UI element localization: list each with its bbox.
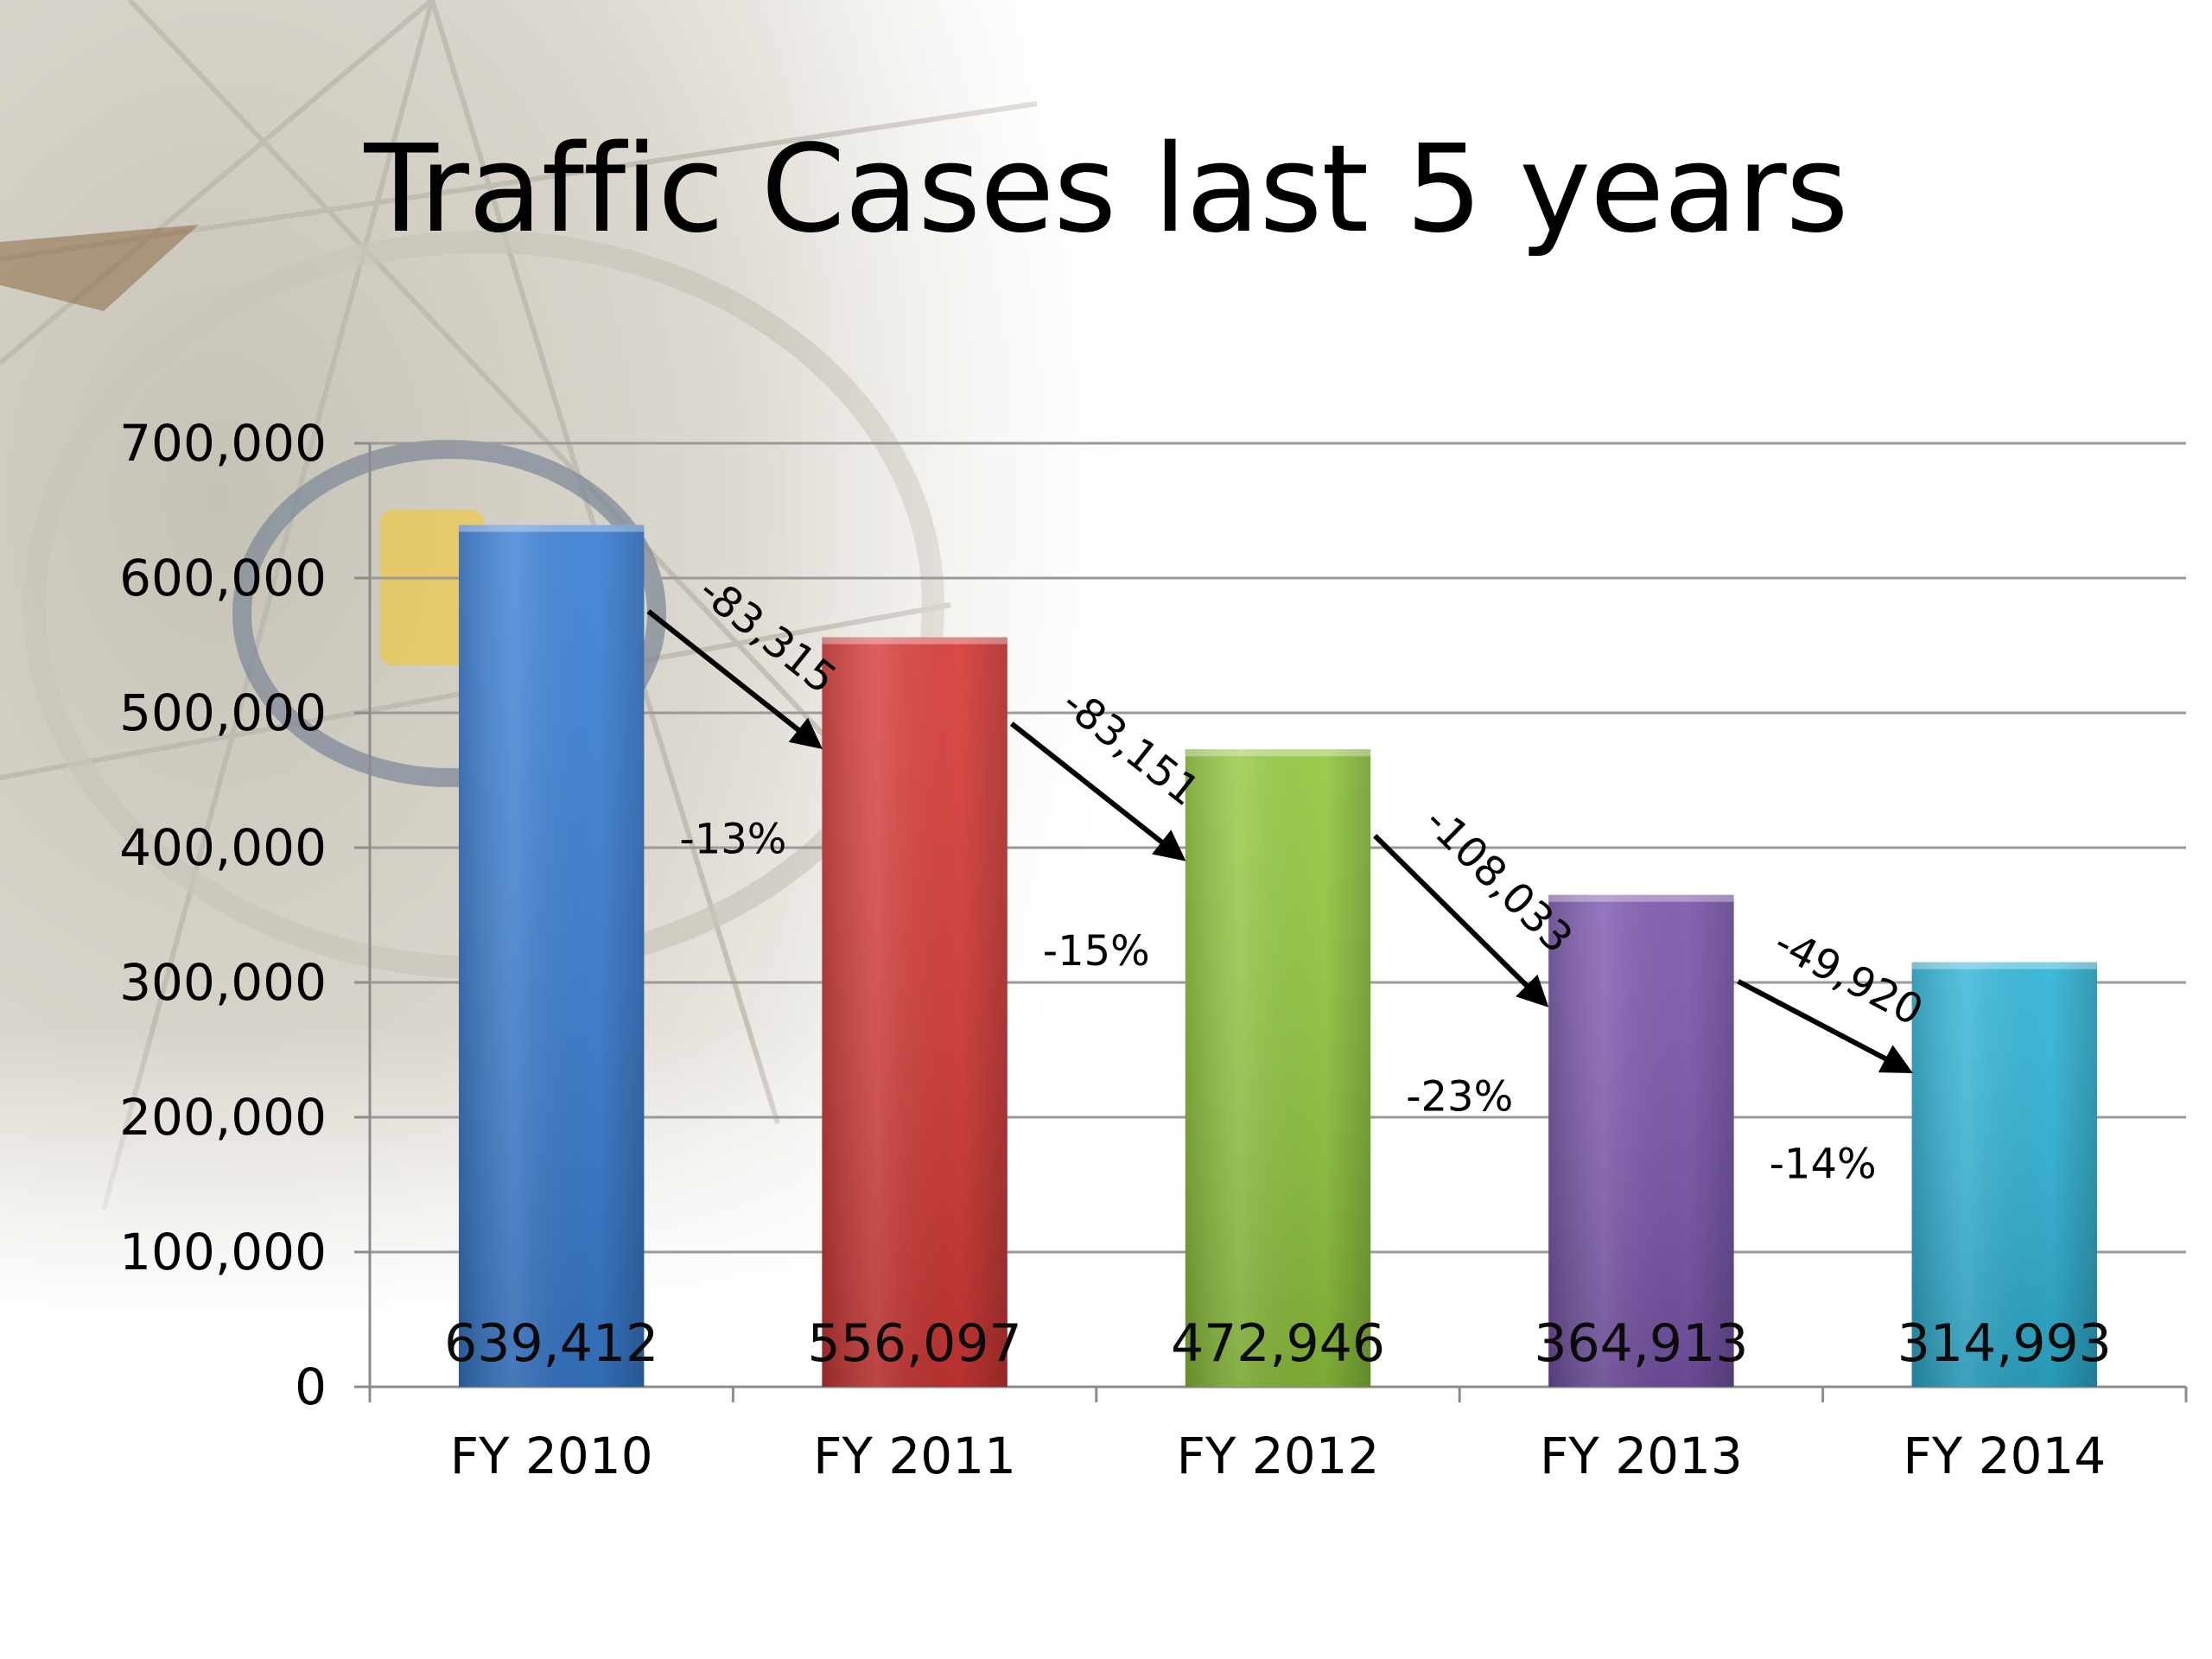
change-percent-label: -13% (679, 815, 786, 863)
bar-value-label: 472,946 (1171, 1313, 1385, 1374)
y-tick-label: 600,000 (119, 549, 327, 607)
x-tick-label: FY 2013 (1540, 1427, 1743, 1485)
change-arrow (1737, 979, 1913, 1073)
change-arrow (1373, 834, 1549, 1007)
y-tick-label: 500,000 (119, 683, 327, 742)
x-tick-label: FY 2011 (813, 1427, 1016, 1485)
slide-title: Traffic Cases last 5 years (364, 119, 1848, 260)
bar-shading (1548, 894, 1734, 1387)
bar-top-highlight (1911, 962, 2098, 969)
y-tick-label: 700,000 (119, 414, 327, 473)
change-value-label: -83,151 (1052, 678, 1208, 816)
bar-top-highlight (822, 637, 1007, 645)
bar-shading (458, 524, 645, 1387)
bar-shading (822, 637, 1007, 1387)
x-tick-label: FY 2010 (450, 1427, 653, 1485)
y-tick-label: 200,000 (119, 1088, 327, 1147)
change-arrow (1009, 721, 1186, 861)
change-value-label: -108,033 (1415, 798, 1582, 963)
y-tick-label: 100,000 (119, 1223, 327, 1281)
axes: 0 100,000 200,000 300,000 400,000 500,000 600,… (119, 414, 2188, 1485)
bars: 639,412 556,097 472,946 364,913 314,993 (444, 524, 2112, 1387)
bar-value-label: 639,412 (444, 1313, 658, 1374)
change-percent-label: -23% (1406, 1073, 1513, 1122)
bar-top-highlight (458, 524, 645, 532)
bar-top-highlight (1548, 894, 1734, 902)
bar-shading (1185, 749, 1371, 1387)
change-percent-label: -14% (1770, 1141, 1877, 1189)
change-arrow (646, 609, 823, 749)
y-tick-label: 0 (295, 1357, 327, 1416)
x-tick-label: FY 2014 (1903, 1427, 2106, 1485)
y-tick-label: 400,000 (119, 818, 327, 877)
change-value-label: -49,920 (1766, 918, 1930, 1036)
change-value-label: -83,315 (690, 566, 845, 703)
bar-top-highlight (1185, 749, 1371, 757)
x-tick-label: FY 2012 (1177, 1427, 1380, 1485)
bar-value-label: 556,097 (808, 1313, 1022, 1374)
bar-value-label: 364,913 (1534, 1313, 1748, 1374)
change-percent-label: -15% (1043, 927, 1150, 976)
bar-shading (1911, 962, 2098, 1387)
y-tick-label: 300,000 (119, 953, 327, 1012)
bar-value-label: 314,993 (1897, 1313, 2112, 1374)
